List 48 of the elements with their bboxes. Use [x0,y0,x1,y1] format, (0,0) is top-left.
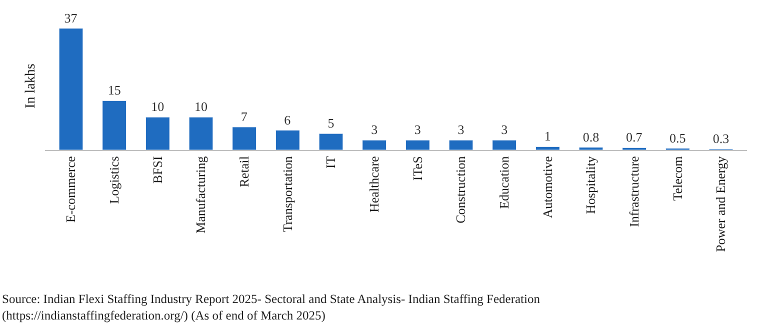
data-label: 10 [151,99,164,114]
bar [536,146,560,150]
x-tick-label: Construction [453,156,468,224]
source-note: Source: Indian Flexi Staffing Industry Report 2025- Sectoral and State Analysis- Indian Staffing Federation (https://indianstaffingfederation.org/) (As of end of March 2025) [2,292,541,322]
bar [102,100,126,150]
data-label: 15 [108,82,121,98]
data-label: 0.8 [582,129,600,144]
x-tick-label: Infrastructure [626,156,642,227]
bar [492,140,516,150]
bar [362,140,386,150]
x-tick-label: Telecom [670,156,685,201]
x-tick-label: Healthcare [366,156,382,212]
data-label: 5 [328,116,334,131]
x-tick-label: ITeS [410,156,425,181]
data-label: 10 [194,99,208,114]
data-label: 3 [501,122,508,138]
data-label: 1 [544,128,551,144]
bar [58,28,84,150]
data-label: 3 [458,122,464,138]
data-label: 3 [414,122,421,138]
y-axis-title: In lakhs [24,64,39,108]
bar [318,133,344,150]
x-tick-label: Logistics [106,156,122,204]
bar [578,147,604,150]
data-label: 37 [64,10,78,26]
data-label: 6 [284,112,292,128]
data-label: 3 [371,122,378,138]
x-tick-label: Transportation [280,156,295,232]
x-tick-label: Hospitality [583,156,598,214]
x-tick-label: Retail [236,156,252,188]
x-tick-label: Automotive [540,156,555,218]
bar [232,126,256,150]
x-tick-label: IT [323,156,338,168]
x-tick-label: Manufacturing [193,156,208,234]
x-tick-label: E-commerce [63,156,78,223]
data-label: 7 [240,108,248,124]
bar [276,130,300,150]
x-tick-label: BFSI [150,156,165,184]
bar [188,116,214,150]
data-label: 0.3 [712,131,730,146]
bar [622,147,646,150]
data-label: 0.5 [670,130,686,146]
x-tick-label: Power and Energy [713,156,728,252]
bar [146,116,170,150]
bar [448,140,474,150]
x-tick-label: Education [496,156,512,209]
data-label: 0.7 [626,130,643,145]
bar [406,140,430,150]
